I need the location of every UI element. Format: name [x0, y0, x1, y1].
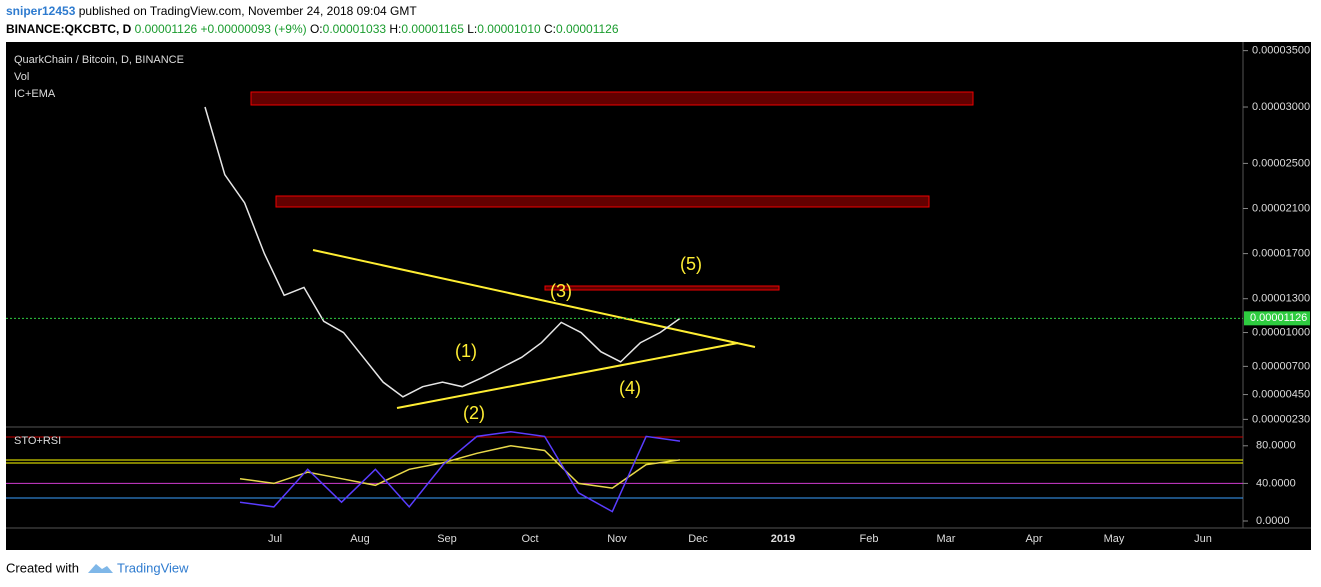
- y2-tick-label: 40.0000: [1256, 477, 1296, 489]
- l: L:: [467, 22, 478, 36]
- price-line: [204, 106, 681, 398]
- low: 0.00001010: [477, 22, 541, 36]
- x-tick-label: Jul: [268, 533, 282, 545]
- wave-label: (5): [680, 254, 702, 274]
- x-tick-label: Oct: [521, 533, 538, 545]
- x-tick-label: Nov: [607, 533, 627, 545]
- indicator-line: [239, 430, 681, 513]
- x-tick-label: Dec: [688, 533, 708, 545]
- trendline: [396, 342, 739, 409]
- close: 0.00001126: [556, 22, 619, 36]
- y2-tick-label: 80.0000: [1256, 440, 1296, 452]
- h: H:: [389, 22, 402, 36]
- high: 0.00001165: [401, 22, 464, 36]
- price: 0.00001126: [134, 22, 198, 36]
- o: O:: [309, 22, 323, 36]
- c: C:: [544, 22, 557, 36]
- wave-label: (1): [455, 341, 477, 361]
- y-tick-label: 0.00003500: [1252, 45, 1310, 57]
- y-tick-label: 0.00002100: [1252, 202, 1310, 214]
- y-tick-label: 0.00001000: [1252, 326, 1310, 338]
- zone: [275, 195, 930, 208]
- x-tick-label: 2019: [771, 533, 795, 545]
- footer-brand[interactable]: TradingView: [117, 560, 189, 575]
- y-tick-label: 0.00000230: [1252, 413, 1310, 425]
- last-price-box: [1244, 311, 1310, 326]
- y-tick-label: 0.00001700: [1252, 248, 1310, 260]
- x-tick-label: Aug: [350, 533, 370, 545]
- y-tick-label: 0.00003000: [1252, 101, 1310, 113]
- indicator-name: STO+RSI: [14, 435, 61, 447]
- zone: [544, 285, 780, 291]
- y-tick-label: 0.00000700: [1252, 360, 1310, 372]
- x-tick-label: Jun: [1194, 533, 1212, 545]
- header-line: sniper12453 published on TradingView.com…: [6, 4, 417, 18]
- published: published on TradingView.com, November 2…: [75, 4, 417, 18]
- y2-tick-label: 0.0000: [1256, 515, 1290, 527]
- x-tick-label: May: [1104, 533, 1125, 545]
- footer-text: Created with: [6, 560, 79, 575]
- wave-label: (3): [550, 281, 572, 301]
- x-tick-label: Feb: [860, 533, 879, 545]
- legend: IC+EMA: [14, 88, 56, 100]
- symbol: BINANCE:QKCBTC, D: [6, 22, 132, 36]
- wave-label: (2): [463, 403, 485, 423]
- y-tick-label: 0.00002500: [1252, 157, 1310, 169]
- user[interactable]: sniper12453: [6, 4, 76, 18]
- zone: [250, 91, 974, 106]
- open: 0.00001033: [322, 22, 387, 36]
- legend: QuarkChain / Bitcoin, D, BINANCE: [14, 54, 184, 66]
- wave-label: (4): [619, 378, 641, 398]
- x-tick-label: Sep: [437, 533, 457, 545]
- chart-bg: [6, 42, 1311, 550]
- x-tick-label: Mar: [937, 533, 956, 545]
- x-tick-label: Apr: [1025, 533, 1042, 545]
- change: +0.00000093 (+9%): [200, 22, 307, 36]
- y-tick-label: 0.00000450: [1252, 388, 1310, 400]
- y-tick-label: 0.00001300: [1252, 293, 1310, 305]
- indicator-levels: [6, 436, 1243, 499]
- last-price-label: 0.00001126: [1250, 312, 1307, 324]
- indicator-line: [239, 445, 681, 489]
- logo: [88, 564, 113, 573]
- legend: Vol: [14, 71, 29, 83]
- ohlc-line: BINANCE:QKCBTC, D 0.00001126 +0.00000093…: [6, 22, 619, 36]
- zones: [250, 91, 974, 291]
- trendline: [312, 249, 756, 348]
